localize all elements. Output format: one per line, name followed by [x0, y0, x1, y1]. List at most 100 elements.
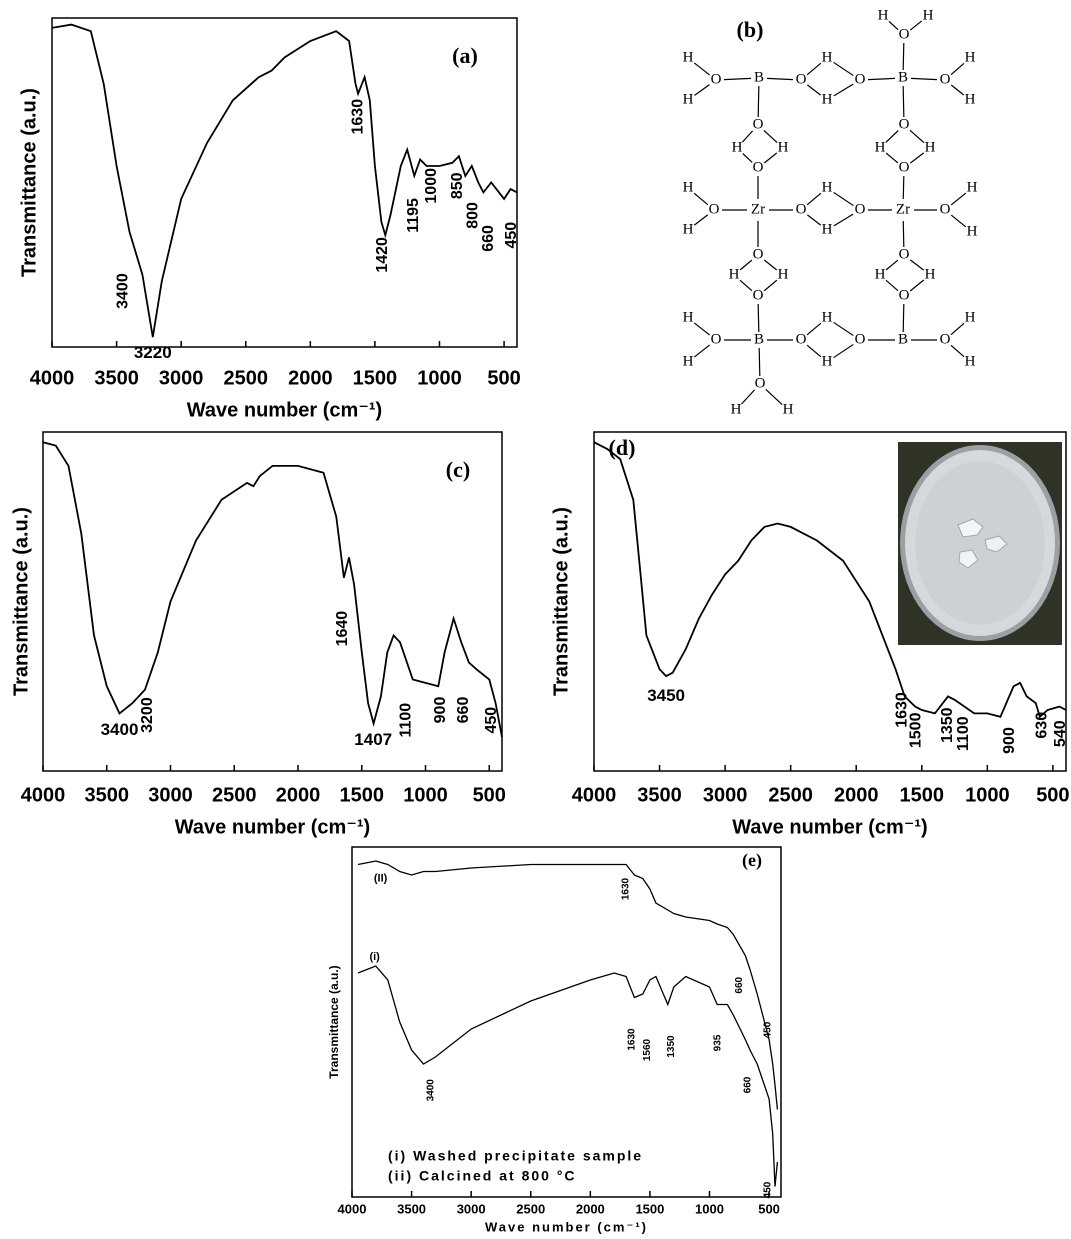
peak-annotation: 660	[734, 976, 745, 993]
x-tick-label: 4000	[338, 1201, 367, 1216]
x-axis-label: Wave number (cm⁻¹)	[175, 816, 370, 838]
atom: H	[683, 309, 694, 325]
x-tick-label: 500	[1036, 784, 1069, 806]
atom: B	[898, 331, 908, 347]
atom: O	[796, 201, 807, 217]
peak-annotation: (II)	[374, 872, 388, 884]
bond	[902, 42, 905, 71]
atom: B	[898, 69, 908, 85]
atom: O	[711, 71, 722, 87]
bond	[888, 20, 899, 31]
atom: O	[796, 71, 807, 87]
bond	[765, 389, 783, 405]
bond	[806, 322, 822, 336]
bond	[909, 259, 925, 271]
x-tick-label: 2500	[224, 367, 269, 389]
inset-photo	[898, 442, 1062, 645]
atom: H	[967, 223, 978, 239]
bond	[885, 279, 899, 292]
bond	[763, 279, 778, 292]
peak-annotation: 3400	[114, 273, 131, 309]
x-tick-label: 3500	[637, 784, 682, 806]
peak-annotation: 660	[455, 697, 472, 724]
x-tick-label: 2000	[288, 367, 333, 389]
bond	[763, 259, 778, 271]
atom: O	[899, 246, 910, 262]
bond	[693, 62, 711, 76]
panel-label: (d)	[609, 435, 636, 460]
y-axis-label: Transmittance (a.u.)	[18, 88, 40, 277]
x-tick-label: 2500	[212, 784, 257, 806]
bond	[833, 343, 854, 359]
atom: O	[711, 331, 722, 347]
x-tick-label: 500	[758, 1201, 780, 1216]
atom: H	[875, 139, 886, 155]
spectrum-line	[593, 441, 1067, 719]
atom: H	[683, 179, 694, 195]
x-tick-label: 3500	[85, 784, 130, 806]
legend-entry: (ii) Calcined at 800 °C	[388, 1168, 577, 1184]
bond	[763, 152, 778, 164]
atom: H	[683, 221, 694, 237]
x-tick-label: 4000	[30, 367, 75, 389]
atom: O	[855, 201, 866, 217]
atom: H	[783, 401, 794, 417]
peak-annotation: 1350	[666, 1035, 677, 1058]
x-tick-label: 1500	[635, 1201, 664, 1216]
panel-label: (a)	[452, 43, 478, 68]
bond	[693, 192, 709, 206]
atom: H	[875, 266, 886, 282]
atom: O	[796, 331, 807, 347]
bond	[693, 344, 711, 358]
atom: H	[923, 7, 934, 23]
bond	[806, 214, 822, 226]
bond	[757, 85, 760, 118]
bond	[694, 84, 710, 96]
dish-inner	[915, 461, 1045, 625]
peak-annotation: 630	[1034, 712, 1051, 739]
bond	[885, 152, 899, 164]
bond	[950, 322, 965, 336]
peak-annotation: 1100	[398, 703, 415, 738]
atom: H	[732, 139, 743, 155]
spectrum-line	[51, 23, 518, 338]
x-tick-label: 500	[487, 367, 520, 389]
bond	[833, 83, 854, 97]
x-tick-label: 1000	[417, 367, 462, 389]
bond	[909, 279, 925, 292]
bond	[833, 61, 854, 77]
x-tick-label: 1000	[695, 1201, 724, 1216]
atom: O	[855, 331, 866, 347]
atom: H	[729, 266, 740, 282]
panel-label: (e)	[742, 850, 762, 871]
x-tick-label: 2000	[276, 784, 321, 806]
x-tick-label: 500	[473, 784, 506, 806]
atom: H	[778, 266, 789, 282]
x-tick-label: 1500	[353, 367, 398, 389]
atom: H	[965, 353, 976, 369]
bond	[833, 321, 854, 337]
y-axis-label: Transmittance (a.u.)	[10, 507, 32, 696]
x-tick-label: 1000	[965, 784, 1010, 806]
peak-annotation: 850	[449, 172, 466, 199]
x-tick-label: 3000	[148, 784, 193, 806]
bond	[741, 130, 754, 143]
peak-annotation: 1630	[621, 877, 632, 900]
atom: H	[965, 91, 976, 107]
peak-annotation: 3200	[139, 697, 156, 733]
atom: O	[899, 116, 910, 132]
atom: O	[940, 71, 951, 87]
atom: H	[683, 353, 694, 369]
atom: O	[940, 331, 951, 347]
atom: O	[899, 287, 910, 303]
plot-frame	[51, 17, 518, 348]
peak-annotation: 450	[503, 222, 520, 249]
plot-frame	[42, 431, 503, 772]
bond	[902, 220, 905, 248]
x-tick-label: 4000	[21, 784, 66, 806]
spectrum-line	[42, 441, 503, 738]
bond	[693, 322, 711, 336]
peak-annotation: 1000	[423, 168, 440, 204]
peak-annotation: 1560	[642, 1038, 653, 1061]
